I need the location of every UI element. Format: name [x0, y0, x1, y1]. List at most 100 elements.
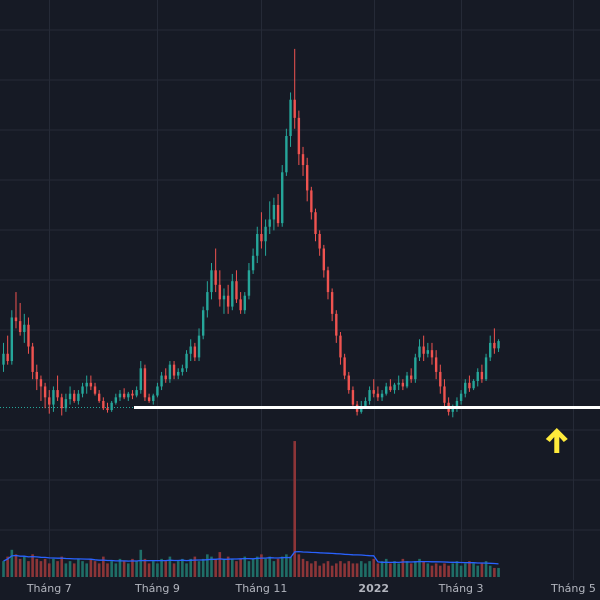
volume-bar — [193, 556, 197, 577]
candle-body — [160, 375, 163, 387]
candle-body — [351, 390, 355, 405]
volume-bar — [276, 558, 280, 577]
candle-body — [43, 386, 47, 398]
volume-moving-average-line — [3, 550, 499, 565]
candle-body — [322, 248, 326, 271]
volume-bar — [222, 558, 226, 577]
volume-bar — [47, 563, 51, 577]
volume-bar — [343, 563, 346, 577]
candle-body — [276, 204, 280, 224]
candle-body — [147, 397, 151, 401]
candle-body — [189, 346, 192, 354]
candle-body — [393, 384, 396, 391]
candle-body — [339, 335, 342, 358]
volume-bar — [214, 558, 217, 577]
candle-body — [135, 390, 138, 396]
volume-bar — [493, 567, 496, 577]
volume-bar — [384, 558, 388, 577]
volume-bar — [72, 563, 76, 577]
volume-bar — [218, 552, 222, 577]
volume-bar — [414, 561, 417, 577]
volume-bar — [372, 558, 376, 577]
candle-body — [389, 386, 392, 391]
candle-body — [156, 386, 159, 396]
candle-body — [480, 371, 484, 380]
volume-bar — [260, 554, 263, 577]
candle-body — [97, 393, 101, 401]
volume-bar — [451, 563, 455, 577]
volume-bar — [156, 563, 159, 577]
volume-bar — [106, 563, 109, 577]
candle-body — [380, 393, 384, 398]
candle-body — [73, 393, 76, 401]
candle-body — [243, 295, 246, 311]
candle-body — [89, 382, 93, 387]
candle-body — [110, 402, 113, 411]
volume-bar — [326, 561, 330, 577]
volume-bar — [181, 558, 184, 577]
candle-body — [193, 346, 197, 358]
volume-bar — [468, 561, 471, 577]
volume-bar — [418, 558, 421, 577]
volume-bar — [347, 561, 351, 577]
volume-bar — [376, 563, 380, 577]
candle-body — [168, 364, 172, 380]
volume-bar — [114, 563, 118, 577]
up-arrow-icon — [545, 428, 568, 453]
x-tick-label: Tháng 7 — [26, 582, 72, 595]
price-candles — [2, 48, 500, 418]
volume-bar — [247, 561, 251, 577]
volume-bar — [335, 563, 338, 577]
volume-bar — [472, 563, 475, 577]
volume-bar — [393, 561, 396, 577]
candle-body — [347, 375, 350, 391]
volume-bar — [463, 563, 467, 577]
volume-bar — [322, 563, 326, 577]
volume-bar — [280, 556, 284, 577]
candle-body — [85, 382, 88, 387]
candle-body — [127, 393, 130, 398]
volume-bar — [409, 563, 413, 577]
volume-bar — [147, 563, 151, 577]
candle-body — [439, 371, 442, 387]
volume-bar — [139, 549, 143, 577]
volume-bar — [422, 561, 425, 577]
volume-bar — [160, 558, 163, 577]
volume-bar — [443, 563, 446, 577]
volume-bar — [401, 558, 405, 577]
volume-bar — [301, 558, 305, 577]
volume-bar — [52, 558, 55, 577]
volume-bar — [14, 554, 18, 577]
candle-body — [293, 99, 296, 118]
volume-bar — [455, 561, 459, 577]
candle-body — [6, 353, 9, 362]
candle-body — [285, 136, 288, 173]
candle-body — [143, 368, 147, 398]
candle-body — [218, 284, 222, 300]
volume-bar — [488, 565, 492, 577]
volume-bar — [102, 556, 105, 577]
volume-bar — [164, 561, 168, 577]
candle-body — [93, 386, 97, 394]
candle-body — [451, 406, 454, 412]
candle-body — [397, 382, 400, 385]
candle-body — [106, 408, 109, 411]
candle-body — [201, 310, 205, 336]
candle-body — [414, 357, 417, 380]
volume-bar — [31, 554, 34, 577]
candle-body — [239, 299, 242, 311]
volume-bar — [97, 563, 101, 577]
candle-body — [139, 368, 142, 391]
volume-bar — [351, 563, 355, 577]
candle-body — [272, 204, 276, 220]
x-tick-label: 2022 — [358, 582, 389, 595]
candle-body — [376, 393, 380, 398]
volume-bar — [355, 563, 359, 577]
volume-bar — [380, 561, 384, 577]
volume-bar — [364, 563, 367, 577]
candle-body — [401, 382, 405, 387]
candle-body — [281, 172, 284, 224]
x-axis-tick-labels: Tháng 7 Tháng 9 Tháng 11 2022 Tháng 3 Tháng 5 — [26, 582, 596, 595]
candle-body — [305, 165, 309, 191]
x-tick-label: Tháng 9 — [134, 582, 180, 595]
